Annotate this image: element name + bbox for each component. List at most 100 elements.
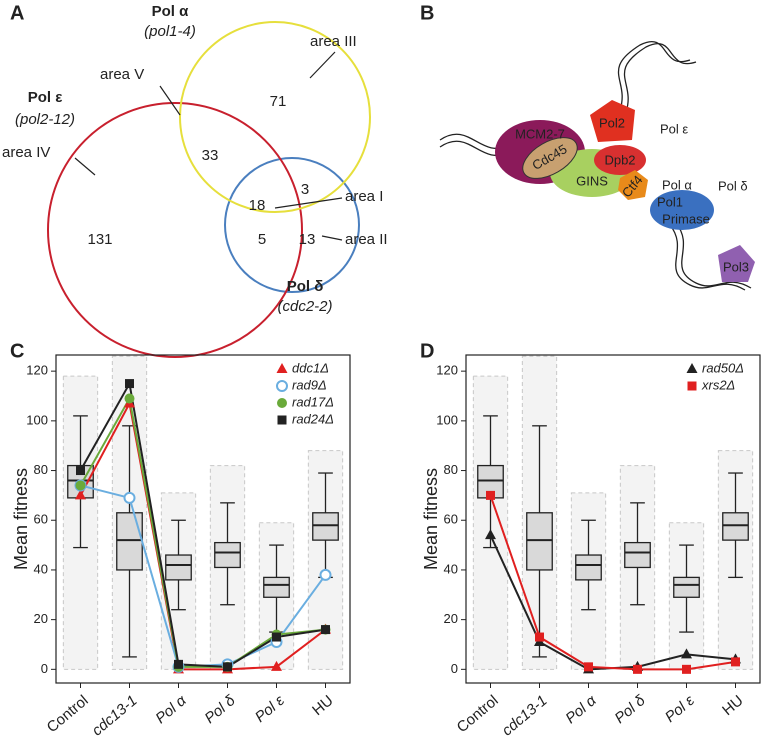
plot-frame xyxy=(55,354,351,684)
x-tick-label: Control xyxy=(454,692,502,736)
marker xyxy=(223,662,232,672)
x-tick-label: cdc13-1 xyxy=(89,692,141,739)
x-tick-label: HU xyxy=(309,692,337,719)
marker xyxy=(687,381,697,391)
diagram-label: MCM2-7 xyxy=(515,126,565,141)
x-tick-label: cdc13-1 xyxy=(499,692,551,739)
region-count: 3 xyxy=(301,181,309,198)
legend-label: rad50Δ xyxy=(702,360,744,375)
set-genotype: (pol1-4) xyxy=(144,23,196,40)
box xyxy=(575,554,602,581)
y-tick-label: 0 xyxy=(41,661,48,676)
box xyxy=(263,576,290,598)
y-tick-label: 60 xyxy=(444,512,458,527)
y-tick-label: 20 xyxy=(444,611,458,626)
set-genotype: (pol2-12) xyxy=(15,111,75,128)
replisome-diagram: MCM2-7 Cdc45 GINS Pol2 Dpb2 Ctf4 Pol1 Pr… xyxy=(439,40,755,291)
marker xyxy=(272,632,281,642)
y-tick-label: 120 xyxy=(26,363,48,378)
box xyxy=(722,512,749,541)
y-tick-label: 0 xyxy=(451,661,458,676)
set-name: Pol ε xyxy=(28,89,63,106)
marker xyxy=(76,466,85,476)
marker xyxy=(276,363,288,373)
diagram-label: Pol ε xyxy=(660,121,688,136)
box xyxy=(312,512,339,541)
marker xyxy=(485,529,496,540)
marker xyxy=(321,625,330,635)
marker xyxy=(271,660,282,671)
x-tick-label: Pol α xyxy=(152,692,190,727)
legend-label: ddc1Δ xyxy=(292,360,329,375)
x-tick-label: Pol δ xyxy=(202,692,240,727)
x-tick-label: Control xyxy=(44,692,92,736)
area-label: area II xyxy=(345,231,388,248)
y-axis-label: Mean fitness xyxy=(421,468,441,570)
diagram-label: GINS xyxy=(576,173,608,188)
series-line xyxy=(79,400,327,671)
box xyxy=(526,512,553,571)
series-line xyxy=(79,380,326,668)
region-count: 5 xyxy=(258,231,266,248)
marker xyxy=(277,415,287,425)
diagram-label: Pol3 xyxy=(723,259,749,274)
marker xyxy=(682,664,691,674)
set-circle xyxy=(47,102,303,358)
diagram-label: Pol2 xyxy=(599,115,625,130)
box xyxy=(214,541,241,569)
y-tick-label: 100 xyxy=(26,412,48,427)
box xyxy=(116,512,143,571)
region-count: 131 xyxy=(87,231,112,248)
box-chart: Mean fitness 0 20 40 60 80 100 120 Controlcdc13-… xyxy=(11,354,351,739)
marker xyxy=(686,363,698,373)
y-tick-label: 40 xyxy=(34,561,48,576)
series-line xyxy=(489,495,736,671)
x-tick-label: Pol ε xyxy=(252,692,288,726)
marker xyxy=(319,568,332,581)
y-tick-label: 80 xyxy=(34,462,48,477)
marker xyxy=(584,662,593,672)
y-tick-label: 40 xyxy=(444,561,458,576)
legend-label: rad24Δ xyxy=(292,411,334,426)
set-name: Pol δ xyxy=(287,278,324,295)
legend-label: rad9Δ xyxy=(292,377,327,392)
marker xyxy=(633,664,642,674)
box-chart: Mean fitness 0 20 40 60 80 100 120 Controlcdc13-… xyxy=(421,354,761,739)
box xyxy=(673,576,700,598)
set-name: Pol α xyxy=(152,3,190,20)
legend-label: rad17Δ xyxy=(292,394,334,409)
y-tick-label: 20 xyxy=(34,611,48,626)
plot-frame xyxy=(465,354,761,684)
marker xyxy=(731,657,740,667)
diagram-label: Dpb2 xyxy=(604,152,635,167)
x-tick-label: Pol α xyxy=(562,692,600,727)
panel-label: D xyxy=(420,340,434,362)
panel-label: A xyxy=(10,2,24,24)
marker xyxy=(535,632,544,642)
box xyxy=(165,554,192,581)
series-line xyxy=(79,395,326,668)
venn-diagram: Pol α (pol1-4) Pol ε (pol2-12) Pol δ (cd… xyxy=(2,3,388,358)
set-circle xyxy=(224,157,360,293)
marker xyxy=(124,393,135,404)
panel-label: C xyxy=(10,340,24,362)
diagram-label: Primase xyxy=(662,211,710,226)
marker xyxy=(277,398,287,408)
marker xyxy=(125,379,134,389)
x-tick-label: HU xyxy=(719,692,747,719)
region-count: 13 xyxy=(299,231,316,248)
y-tick-label: 60 xyxy=(34,512,48,527)
set-genotype: (cdc2-2) xyxy=(277,298,332,315)
region-count: 18 xyxy=(249,197,266,214)
y-tick-label: 80 xyxy=(444,462,458,477)
diagram-label: Pol1 xyxy=(657,194,683,209)
marker xyxy=(681,648,692,659)
area-label: area IV xyxy=(2,144,50,161)
marker xyxy=(123,491,136,504)
legend-label: xrs2Δ xyxy=(701,377,735,392)
area-label: area I xyxy=(345,188,383,205)
set-circle xyxy=(179,21,371,213)
marker xyxy=(75,489,86,500)
region-count: 71 xyxy=(270,93,287,110)
